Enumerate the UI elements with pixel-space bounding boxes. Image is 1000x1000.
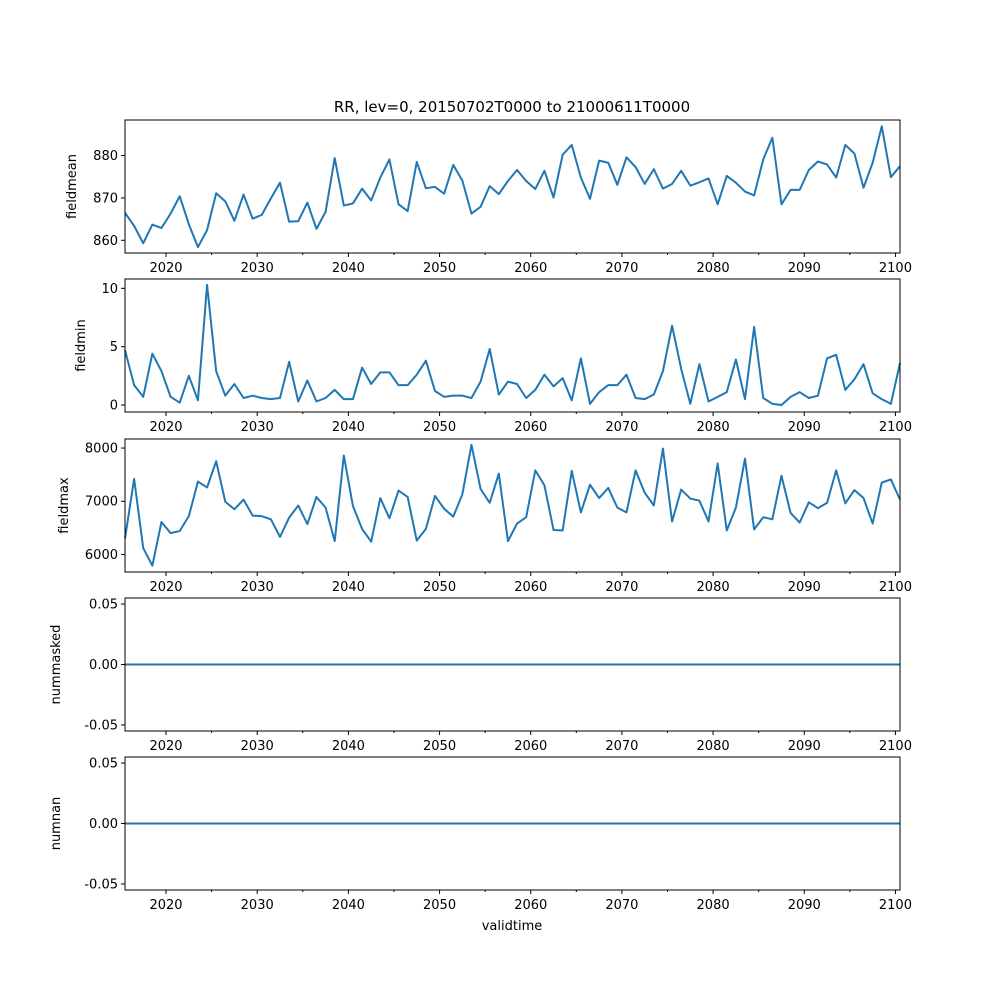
x-tick-label: 2060 bbox=[514, 739, 547, 754]
x-tick-label: 2040 bbox=[332, 261, 365, 276]
x-tick-label: 2080 bbox=[697, 261, 730, 276]
y-axis-label-nummasked: nummasked bbox=[49, 625, 64, 705]
x-tick-label: 2090 bbox=[788, 261, 821, 276]
x-tick-label: 2030 bbox=[241, 739, 274, 754]
axes-frame-fieldmax bbox=[124, 438, 901, 573]
series-line-fieldmax bbox=[124, 443, 901, 567]
subplot-fieldmean: 860 870 880 2020 2030 2040 2050 2060 2070 2080 209… bbox=[65, 119, 912, 276]
x-tick-label: 2100 bbox=[879, 739, 912, 754]
y-tick-label: 6000 bbox=[85, 548, 118, 563]
x-tick-label: 2070 bbox=[605, 739, 638, 754]
x-tick-label: 2070 bbox=[605, 898, 638, 913]
x-tick-label: 2070 bbox=[605, 261, 638, 276]
axes-frame-fieldmean bbox=[124, 119, 901, 254]
subplot-fieldmin: 0 5 10 2020 2030 2040 2050 2060 2070 2080 2090 2100… bbox=[74, 278, 912, 435]
x-tick-label: 2090 bbox=[788, 898, 821, 913]
x-tick-label: 2060 bbox=[514, 898, 547, 913]
axes-frame-nummasked bbox=[124, 597, 901, 732]
y-axis-label-fieldmax: fieldmax bbox=[57, 477, 72, 534]
y-axis-label-numnan: numnan bbox=[49, 797, 64, 851]
x-tick-label: 2040 bbox=[332, 739, 365, 754]
x-tick-label: 2070 bbox=[605, 580, 638, 595]
y-tick-label: 10 bbox=[101, 282, 118, 297]
x-tick-label: 2050 bbox=[423, 420, 456, 435]
axes-frame-numnan bbox=[124, 756, 901, 891]
y-tick-label: 880 bbox=[93, 149, 118, 164]
x-tick-label: 2100 bbox=[879, 898, 912, 913]
subplot-nummasked: -0.05 0.00 0.05 2020 2030 2040 2050 2060 2070 208… bbox=[49, 597, 912, 754]
x-tick-label: 2050 bbox=[423, 898, 456, 913]
y-tick-label: 8000 bbox=[85, 442, 118, 457]
x-tick-label: 2080 bbox=[697, 739, 730, 754]
x-tick-label: 2080 bbox=[697, 580, 730, 595]
x-tick-label: 2050 bbox=[423, 739, 456, 754]
y-tick-label: 7000 bbox=[85, 495, 118, 510]
x-tick-label: 2020 bbox=[149, 739, 182, 754]
x-tick-label: 2050 bbox=[423, 261, 456, 276]
y-tick-label: -0.05 bbox=[84, 718, 118, 733]
y-tick-label: 5 bbox=[110, 340, 118, 355]
series-line-fieldmean bbox=[124, 125, 901, 249]
x-tick-label: 2020 bbox=[149, 420, 182, 435]
y-tick-label: 870 bbox=[93, 191, 118, 206]
y-tick-label: 0 bbox=[110, 399, 118, 414]
y-tick-label: 0.05 bbox=[89, 757, 118, 772]
subplot-fieldmax: 6000 7000 8000 2020 2030 2040 2050 2060 2070 2080… bbox=[57, 438, 912, 595]
x-tick-label: 2020 bbox=[149, 580, 182, 595]
y-tick-label: 0.05 bbox=[89, 598, 118, 613]
x-tick-label: 2090 bbox=[788, 420, 821, 435]
x-tick-label: 2090 bbox=[788, 739, 821, 754]
subplot-numnan: -0.05 0.00 0.05 2020 2030 2040 2050 2060 2070 208… bbox=[49, 756, 912, 913]
y-axis-label-fieldmin: fieldmin bbox=[74, 319, 89, 372]
subplots: 860 870 880 2020 2030 2040 2050 2060 2070 2080 209… bbox=[49, 119, 912, 913]
axes-frame-fieldmin bbox=[124, 278, 901, 413]
y-tick-label: 0.00 bbox=[89, 817, 118, 832]
y-tick-label: 860 bbox=[93, 234, 118, 249]
y-tick-label: -0.05 bbox=[84, 877, 118, 892]
x-tick-label: 2080 bbox=[697, 420, 730, 435]
x-tick-label: 2020 bbox=[149, 261, 182, 276]
x-tick-label: 2090 bbox=[788, 580, 821, 595]
x-tick-label: 2040 bbox=[332, 898, 365, 913]
figure-title: RR, lev=0, 20150702T0000 to 21000611T000… bbox=[334, 98, 690, 116]
x-tick-label: 2080 bbox=[697, 898, 730, 913]
y-axis-label-fieldmean: fieldmean bbox=[65, 154, 80, 219]
x-tick-label: 2100 bbox=[879, 261, 912, 276]
x-tick-label: 2040 bbox=[332, 420, 365, 435]
series-line-fieldmin bbox=[124, 283, 901, 406]
x-tick-label: 2060 bbox=[514, 580, 547, 595]
x-tick-label: 2060 bbox=[514, 420, 547, 435]
x-tick-label: 2070 bbox=[605, 420, 638, 435]
x-tick-label: 2030 bbox=[241, 261, 274, 276]
y-tick-label: 0.00 bbox=[89, 658, 118, 673]
x-tick-label: 2030 bbox=[241, 898, 274, 913]
x-tick-label: 2100 bbox=[879, 580, 912, 595]
x-tick-label: 2040 bbox=[332, 580, 365, 595]
x-tick-label: 2030 bbox=[241, 420, 274, 435]
x-tick-label: 2060 bbox=[514, 261, 547, 276]
x-tick-label: 2020 bbox=[149, 898, 182, 913]
x-tick-label: 2030 bbox=[241, 580, 274, 595]
x-tick-label: 2100 bbox=[879, 420, 912, 435]
x-tick-label: 2050 bbox=[423, 580, 456, 595]
x-axis-label: validtime bbox=[482, 919, 543, 934]
